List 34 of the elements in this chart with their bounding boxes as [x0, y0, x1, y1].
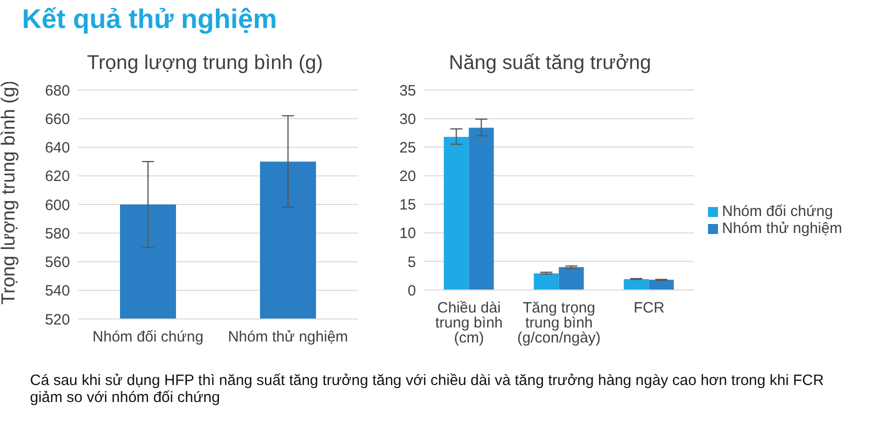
bar	[648, 280, 674, 290]
y-tick-label: 0	[408, 282, 416, 300]
y-tick-label: 35	[399, 82, 416, 100]
x-tick-label: Nhóm đối chứng	[92, 328, 204, 346]
legend-label: Nhóm thử nghiệm	[722, 220, 842, 236]
bar	[468, 128, 494, 290]
y-tick-label: 640	[44, 140, 70, 157]
y-tick-label: 560	[44, 254, 70, 272]
y-tick-label: 600	[44, 196, 70, 214]
chart-title: Năng suất tăng trưởng	[448, 52, 652, 76]
y-tick-label: 25	[399, 139, 416, 156]
bar	[534, 273, 559, 290]
x-tick-label: Chiều dài trung bình (cm)	[435, 300, 503, 347]
bar	[444, 136, 469, 290]
x-tick-label: Nhóm thử nghiệm	[228, 328, 348, 346]
y-tick-label: 680	[44, 82, 70, 100]
text: Cá sau khi sử dụng HFP thì năng suất tăng trưởng tăng với chiều dài và tăng trưởng hàng ngày cao hơn trong khi FCR giảm so với nhóm đối chứng	[30, 372, 825, 406]
y-tick-label: 10	[399, 225, 416, 242]
x-tick-label: FCR	[634, 300, 665, 317]
y-tick-label: 5	[408, 254, 416, 271]
y-tick-label: 620	[44, 168, 70, 186]
legend-label: Nhóm đối chứng	[722, 202, 833, 220]
y-tick-label: 580	[44, 225, 70, 242]
y-tick-label: 520	[44, 311, 70, 328]
y-tick-label: 30	[399, 110, 416, 128]
y-tick-label: 15	[399, 196, 416, 214]
x-tick-label: Tăng trọng trung bình (g/con/ngày)	[517, 300, 601, 347]
y-tick-label: 540	[44, 282, 70, 300]
y-tick-label: 660	[44, 110, 70, 128]
chart-title: Trọng lượng trung bình (g)	[86, 52, 324, 76]
bar	[558, 267, 584, 290]
y-tick-label: 20	[399, 168, 416, 186]
bar	[624, 279, 649, 290]
text: Kết quả thử nghiệm	[22, 4, 278, 35]
